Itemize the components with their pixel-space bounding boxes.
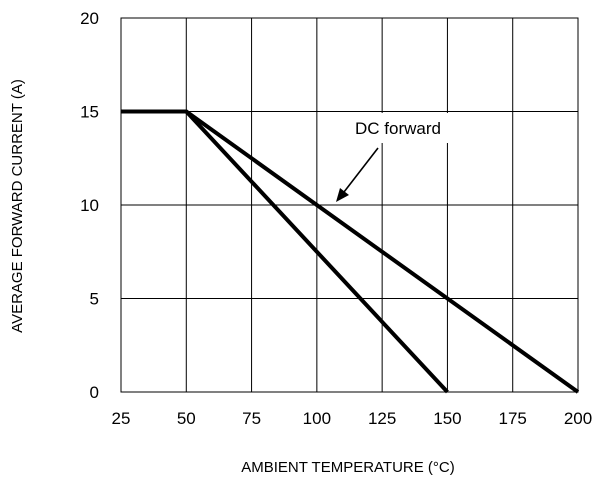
x-tick-label: 50 xyxy=(177,409,196,428)
x-tick-label: 175 xyxy=(499,409,527,428)
plot-frame xyxy=(120,17,579,393)
annotation: DC forward xyxy=(336,113,453,202)
x-tick-label: 200 xyxy=(564,409,592,428)
x-tick-label: 100 xyxy=(303,409,331,428)
annotation-box xyxy=(343,113,453,143)
annotation-text: DC forward xyxy=(355,119,441,138)
y-tick-labels: 0 5 10 15 20 xyxy=(80,9,99,402)
annotation-arrowhead xyxy=(336,188,349,202)
y-tick-label: 15 xyxy=(80,103,99,122)
x-axis-label: AMBIENT TEMPERATURE (°C) xyxy=(241,459,455,476)
y-axis-label: AVERAGE FORWARD CURRENT (A) xyxy=(9,79,26,333)
x-tick-label: 25 xyxy=(112,409,131,428)
grid-lines xyxy=(120,17,579,393)
x-tick-labels: 25 50 75 100 125 150 175 200 xyxy=(112,409,593,428)
annotation-arrow xyxy=(343,147,379,193)
y-tick-label: 20 xyxy=(80,9,99,28)
series-layer xyxy=(121,109,580,394)
x-tick-label: 125 xyxy=(368,409,396,428)
x-tick-label: 75 xyxy=(242,409,261,428)
y-tick-label: 0 xyxy=(90,383,99,402)
series-line-1 xyxy=(121,109,449,394)
y-tick-label: 10 xyxy=(80,196,99,215)
x-tick-label: 150 xyxy=(433,409,461,428)
y-tick-label: 5 xyxy=(90,290,99,309)
series-line-2 xyxy=(121,109,580,394)
